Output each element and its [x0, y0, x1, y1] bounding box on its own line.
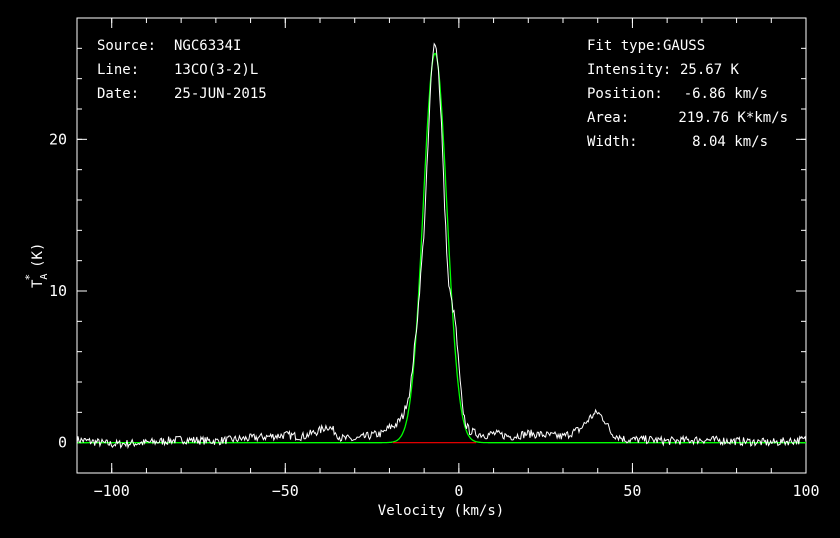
svg-text:TA*(K): TA* (K) — [23, 243, 50, 288]
observed-spectrum-line — [76, 42, 807, 450]
x-tick-label: 50 — [623, 482, 641, 500]
x-tick-label: −100 — [94, 482, 130, 500]
position-value: -6.86 km/s — [684, 86, 768, 102]
header-left: Source: NGC6334I Line: 13CO(3-2)L Date: … — [97, 38, 267, 102]
y-axis-label-sub: A — [39, 274, 50, 280]
position-key: Position: — [587, 86, 663, 102]
fit-type-key: Fit type: — [587, 38, 663, 54]
y-axis-label-main: T — [30, 279, 46, 288]
x-tick-label: −50 — [272, 482, 299, 500]
area-value: 219.76 K*km/s — [678, 110, 788, 126]
line-key: Line: — [97, 62, 139, 78]
intensity-key: Intensity: — [587, 62, 671, 78]
y-axis-label-unit: (K) — [30, 243, 46, 268]
plot-curves — [76, 42, 807, 450]
source-key: Source: — [97, 38, 156, 54]
line-value: 13CO(3-2)L — [174, 62, 258, 78]
axis-tick-labels: −100 −50 0 50 100 0 10 20 — [49, 130, 820, 500]
y-tick-label: 20 — [49, 130, 67, 148]
x-tick-label: 0 — [454, 482, 463, 500]
y-axis-label: TA* (K) — [23, 243, 50, 288]
source-value: NGC6334I — [174, 38, 241, 54]
axis-ticks — [76, 17, 807, 474]
plot-frame — [76, 17, 807, 474]
x-tick-label: 100 — [792, 482, 819, 500]
width-value: 8.04 km/s — [692, 134, 768, 150]
date-value: 25-JUN-2015 — [174, 86, 267, 102]
y-tick-label: 10 — [49, 282, 67, 300]
width-key: Width: — [587, 134, 638, 150]
area-key: Area: — [587, 110, 629, 126]
intensity-value: 25.67 K — [680, 62, 740, 78]
date-key: Date: — [97, 86, 139, 102]
fit-type-value: GAUSS — [663, 38, 705, 54]
y-axis-label-sup: * — [23, 274, 36, 281]
x-axis-label: Velocity (km/s) — [378, 503, 504, 519]
y-tick-label: 0 — [58, 434, 67, 452]
header-right: Fit type: GAUSS Intensity: 25.67 K Posit… — [587, 38, 788, 150]
